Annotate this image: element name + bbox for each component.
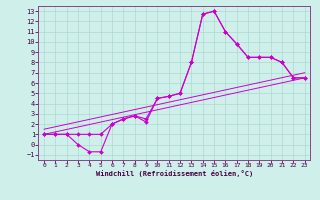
X-axis label: Windchill (Refroidissement éolien,°C): Windchill (Refroidissement éolien,°C) — [96, 170, 253, 177]
